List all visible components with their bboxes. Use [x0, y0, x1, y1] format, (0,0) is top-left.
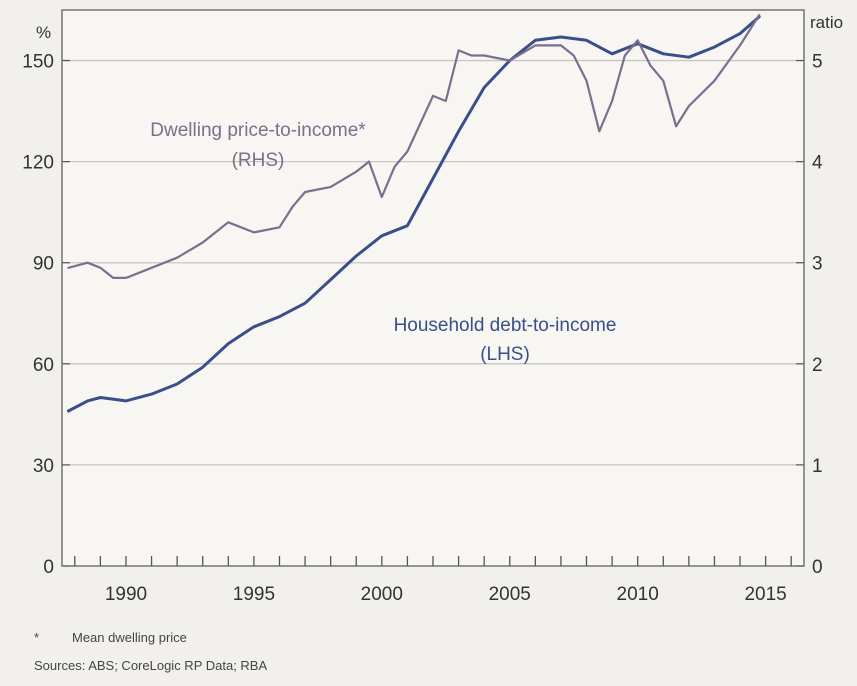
debt-series-name: Household debt-to-income — [394, 315, 617, 336]
x-tick-label: 1995 — [233, 584, 275, 605]
debt-to-income-line — [66, 15, 761, 413]
debt-series-axis: (LHS) — [480, 344, 530, 365]
right-axis-unit: ratio — [810, 13, 843, 32]
left-tick-label: 30 — [33, 456, 54, 477]
dwelling-price-to-income-line — [67, 14, 761, 279]
debt-series-label: Household debt-to-income (LHS) — [394, 315, 617, 365]
left-tick-label: 60 — [33, 355, 54, 376]
left-tick-label: 0 — [43, 557, 54, 578]
footnote-text: Mean dwelling price — [72, 630, 187, 645]
x-tick-label: 2000 — [361, 584, 403, 605]
x-tick-label: 2015 — [744, 584, 786, 605]
right-tick-label: 5 — [812, 52, 823, 73]
left-tick-label: 150 — [22, 52, 54, 73]
right-tick-label: 2 — [812, 355, 823, 376]
x-tick-label: 2005 — [489, 584, 531, 605]
series-lines — [66, 14, 761, 413]
footnote-marker: * — [34, 630, 40, 645]
footnote: * Mean dwelling price — [34, 630, 187, 645]
dwelling-series-name: Dwelling price-to-income* — [150, 120, 366, 141]
sources-note: Sources: ABS; CoreLogic RP Data; RBA — [34, 658, 268, 673]
plot-area — [61, 9, 805, 567]
right-tick-label: 1 — [812, 456, 823, 477]
dwelling-series-axis: (RHS) — [232, 150, 285, 171]
x-tick-label: 2010 — [617, 584, 659, 605]
gridlines — [62, 59, 804, 466]
right-tick-label: 0 — [812, 557, 823, 578]
right-tick-label: 3 — [812, 254, 823, 275]
left-tick-label: 90 — [33, 254, 54, 275]
left-axis-unit: % — [36, 23, 51, 42]
x-axis-ticks — [62, 59, 804, 567]
tick-labels: 0 0 30 1 60 2 90 3 120 4 150 5 1990 1995 2000 2005 2010 2… — [22, 52, 823, 605]
dwelling-series-label: Dwelling price-to-income* (RHS) — [150, 120, 366, 171]
left-tick-label: 120 — [22, 153, 54, 174]
right-tick-label: 4 — [812, 153, 823, 174]
x-tick-label: 1990 — [105, 584, 147, 605]
